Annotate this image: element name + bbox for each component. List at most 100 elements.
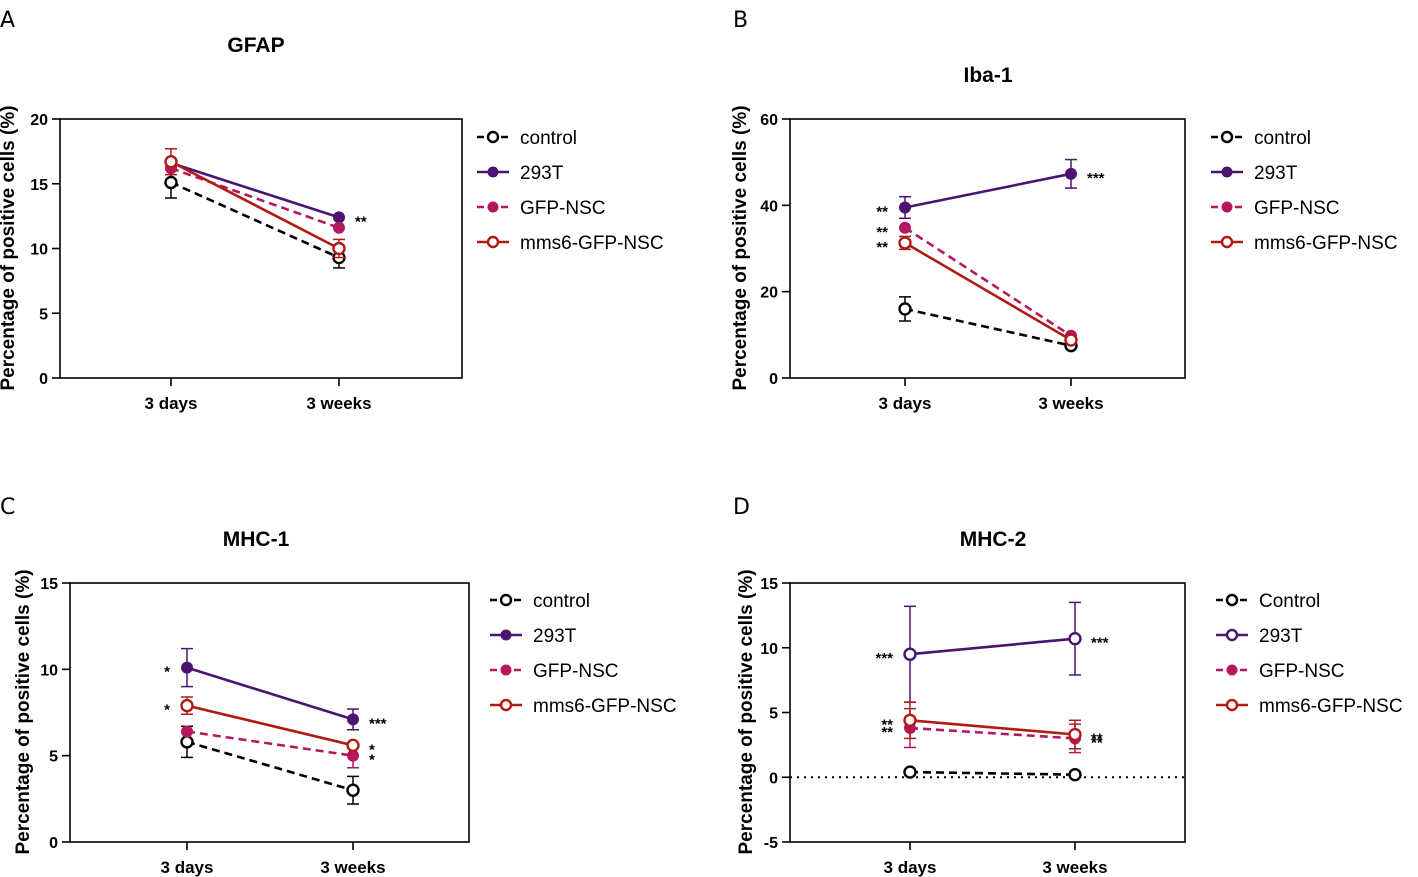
significance-marker: * (164, 664, 170, 681)
x-tick-label: 3 weeks (306, 394, 371, 413)
series-control (898, 296, 1078, 353)
y-tick-label: 20 (760, 285, 778, 302)
series-line (186, 730, 354, 757)
data-point (181, 661, 193, 674)
series-control (164, 166, 346, 269)
legend-swatch-marker (487, 201, 499, 213)
legend-swatch-marker (499, 593, 513, 607)
legend-label: GFP-NSC (1254, 198, 1340, 219)
x-tick-label: 3 weeks (1038, 394, 1103, 413)
legend: control 293T GFP-NSC mms6-GFP-NSC (490, 591, 677, 717)
series-control (180, 725, 360, 805)
legend-label: GFP-NSC (533, 661, 619, 682)
series-line (170, 166, 340, 230)
series-line (909, 726, 1076, 740)
legend-item: control (477, 128, 577, 149)
legend-swatch-marker (1225, 628, 1239, 642)
legend-item: GFP-NSC (490, 661, 619, 682)
data-point (333, 221, 345, 234)
series-mms6-GFP-NSC (164, 148, 346, 259)
significance-marker: ** (1091, 731, 1103, 748)
data-point (333, 211, 345, 224)
significance-marker: ** (876, 203, 888, 220)
series-mms6-GFP-NSC: ** (876, 235, 1078, 347)
chart-title: MHC-2 (960, 528, 1027, 551)
legend-label: control (520, 128, 577, 149)
legend-item: GFP-NSC (477, 198, 606, 219)
panel-B: B Iba-1 Percentage of positive cells (%) 0 2… (730, 8, 1398, 413)
series-293T: *** *** (875, 601, 1109, 703)
data-point (180, 698, 194, 713)
y-tick-label: 60 (760, 112, 778, 129)
significance-marker: * (369, 752, 375, 769)
data-point (898, 236, 912, 250)
y-tick-label: 0 (39, 371, 48, 388)
significance-marker: ** (1091, 734, 1103, 751)
data-point (903, 713, 917, 727)
legend-label: 293T (1254, 163, 1298, 184)
legend-item: mms6-GFP-NSC (490, 696, 677, 717)
data-point (1064, 333, 1078, 347)
data-point (1068, 631, 1082, 646)
y-tick-label: 15 (760, 576, 778, 593)
chart-title: MHC-1 (223, 528, 290, 551)
data-point (181, 725, 193, 738)
y-tick-label: 15 (30, 177, 48, 194)
data-point (899, 201, 911, 214)
significance-marker: *** (875, 650, 893, 667)
series-line (186, 666, 354, 721)
legend-item: 293T (490, 626, 577, 647)
x-tick-label: 3 days (884, 858, 937, 877)
legend-item: 293T (1211, 163, 1298, 184)
legend-swatch-marker (500, 664, 512, 676)
significance-marker: *** (1087, 170, 1105, 187)
significance-marker: ** (881, 724, 893, 741)
series-293T: ***** (876, 158, 1105, 220)
data-point (346, 738, 360, 753)
legend-swatch-marker (1226, 664, 1238, 676)
panel-A: A GFAP Percentage of positive cells (%) 0 5 1… (0, 8, 664, 413)
panel-letter: B (733, 8, 748, 33)
legend-label: 293T (1259, 626, 1303, 647)
series-line (904, 172, 1072, 209)
legend-label: mms6-GFP-NSC (1254, 233, 1398, 254)
panel-letter: D (733, 495, 750, 520)
legend-swatch-marker (1225, 698, 1239, 712)
significance-marker: * (164, 702, 170, 719)
legend-item: mms6-GFP-NSC (1216, 696, 1403, 717)
legend-label: GFP-NSC (520, 198, 606, 219)
data-point (899, 221, 911, 234)
series-line (904, 226, 1072, 337)
legend-item: GFP-NSC (1216, 661, 1345, 682)
series-line (904, 307, 1072, 347)
significance-marker: ** (876, 239, 888, 256)
series-line (909, 718, 1076, 736)
panel-letter: C (0, 495, 15, 520)
series-line (170, 160, 340, 250)
chart-title: GFAP (227, 34, 284, 57)
series-line (186, 704, 354, 747)
legend-swatch-marker (487, 166, 499, 178)
series-mms6-GFP-NSC: ** ** (881, 701, 1103, 750)
legend-item: mms6-GFP-NSC (1211, 233, 1398, 254)
legend-swatch-marker (500, 629, 512, 641)
y-tick-label: 10 (30, 242, 48, 259)
legend-item: GFP-NSC (1211, 198, 1340, 219)
y-tick-label: -5 (764, 835, 778, 852)
y-tick-label: 0 (769, 371, 778, 388)
legend-label: mms6-GFP-NSC (1259, 696, 1403, 717)
series-line (909, 637, 1076, 656)
data-point (347, 713, 359, 726)
legend-swatch-marker (499, 698, 513, 712)
chart-title: Iba-1 (963, 64, 1012, 87)
y-axis-label: Percentage of positive cells (%) (13, 569, 34, 854)
series-line (170, 181, 340, 259)
legend-item: control (1211, 128, 1311, 149)
legend-label: mms6-GFP-NSC (533, 696, 677, 717)
series-293T: **** (164, 647, 387, 732)
legend-label: 293T (520, 163, 564, 184)
plot-frame (789, 582, 1186, 843)
y-tick-label: 5 (769, 706, 778, 723)
data-point (1068, 767, 1082, 782)
significance-marker: ** (355, 213, 367, 230)
